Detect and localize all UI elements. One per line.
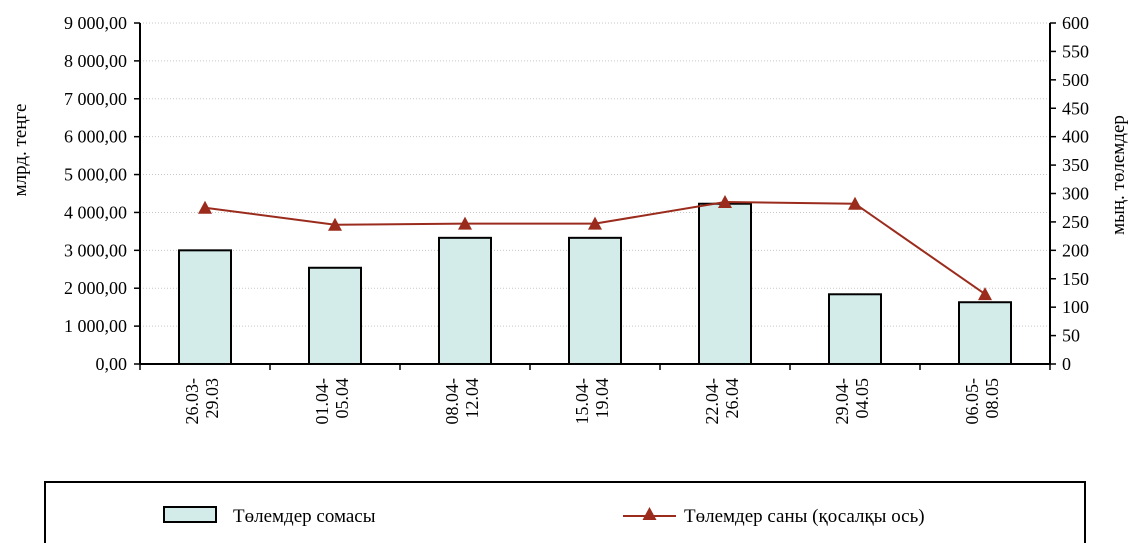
right-tick-label: 300 xyxy=(1062,184,1089,204)
left-tick-label: 6 000,00 xyxy=(64,127,127,147)
right-tick-label: 100 xyxy=(1062,297,1089,317)
line-point xyxy=(588,216,602,230)
right-tick-label: 350 xyxy=(1062,155,1089,175)
right-tick-label: 600 xyxy=(1062,13,1089,33)
legend-bar-swatch xyxy=(163,506,217,523)
bar xyxy=(178,249,232,365)
left-tick-label: 1 000,00 xyxy=(64,316,127,336)
x-tick-label: 06.05- xyxy=(962,378,982,425)
legend-line-label: Төлемдер саны (қосалқы ось) xyxy=(684,506,925,527)
line-point xyxy=(978,287,992,301)
left-tick-label: 7 000,00 xyxy=(64,89,127,109)
line-point xyxy=(848,196,862,210)
x-tick-label: 29.04- xyxy=(832,378,852,425)
left-tick-label: 0,00 xyxy=(96,354,128,374)
line-point xyxy=(328,217,342,231)
bar xyxy=(828,293,882,366)
left-tick-label: 5 000,00 xyxy=(64,165,127,185)
x-axis-ticks: 26.03- 29.03 01.04- 05.04 08.04- 12.04 15.04- 1… xyxy=(139,364,1051,425)
right-tick-label: 500 xyxy=(1062,70,1089,90)
x-tick-label: 26.03- xyxy=(182,378,202,425)
right-tick-label: 450 xyxy=(1062,98,1089,118)
right-tick-label: 150 xyxy=(1062,269,1089,289)
left-tick-label: 8 000,00 xyxy=(64,51,127,71)
right-axis-label: мың. төлемдер xyxy=(1108,115,1129,235)
x-tick-label: 08.04- xyxy=(442,378,462,425)
right-tick-label: 50 xyxy=(1062,326,1080,346)
legend-frame xyxy=(44,481,1086,543)
right-axis-ticks: 0 50 100 150 200 250 300 350 400 450 500 550 600 xyxy=(1050,13,1089,374)
line-point xyxy=(458,216,472,230)
x-tick-label: 01.04- xyxy=(312,378,332,425)
x-tick-label: 08.05 xyxy=(982,378,1002,419)
line-point xyxy=(198,200,212,214)
right-tick-label: 250 xyxy=(1062,212,1089,232)
bar xyxy=(308,266,362,365)
left-tick-label: 9 000,00 xyxy=(64,13,127,33)
x-tick-label: 29.03 xyxy=(202,378,222,419)
right-tick-label: 0 xyxy=(1062,354,1071,374)
x-tick-label: 04.05 xyxy=(852,378,872,419)
left-tick-label: 2 000,00 xyxy=(64,278,127,298)
bar xyxy=(568,236,622,365)
right-tick-label: 400 xyxy=(1062,127,1089,147)
x-tick-label: 22.04- xyxy=(702,378,722,425)
line-series xyxy=(198,195,992,301)
x-tick-label: 12.04 xyxy=(462,378,482,419)
bar xyxy=(958,301,1012,366)
legend-line-marker xyxy=(642,507,657,520)
left-tick-label: 4 000,00 xyxy=(64,202,127,222)
bar xyxy=(438,236,492,365)
bar-series xyxy=(178,202,1012,366)
legend: Төлемдер сомасы Төлемдер саны (қосалқы о… xyxy=(44,481,1086,543)
left-axis-label: млрд. теңге xyxy=(10,104,31,197)
x-tick-label: 19.04 xyxy=(592,378,612,419)
right-tick-label: 550 xyxy=(1062,41,1089,61)
bar xyxy=(698,202,752,365)
right-tick-label: 200 xyxy=(1062,240,1089,260)
x-tick-label: 26.04 xyxy=(722,378,742,419)
x-tick-label: 05.04 xyxy=(332,378,352,419)
line-point xyxy=(718,195,732,209)
x-tick-label: 15.04- xyxy=(572,378,592,425)
legend-bar-label: Төлемдер сомасы xyxy=(233,506,376,527)
left-tick-label: 3 000,00 xyxy=(64,240,127,260)
left-axis-ticks: 0,00 1 000,00 2 000,00 3 000,00 4 000,00 5 00… xyxy=(64,13,140,374)
